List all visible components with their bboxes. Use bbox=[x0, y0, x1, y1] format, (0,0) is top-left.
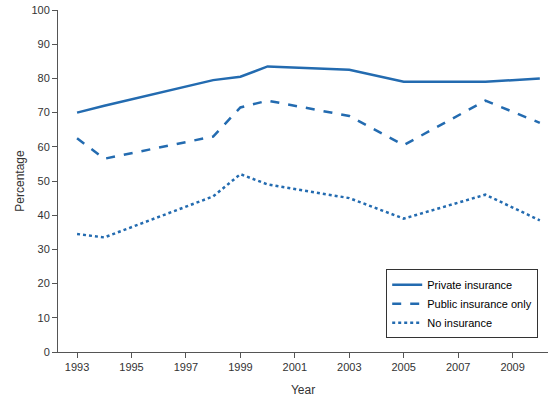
svg-text:No insurance: No insurance bbox=[427, 317, 492, 329]
svg-text:Public insurance only: Public insurance only bbox=[427, 298, 531, 310]
svg-text:100: 100 bbox=[31, 4, 49, 16]
svg-text:30: 30 bbox=[38, 243, 50, 255]
svg-text:2007: 2007 bbox=[446, 361, 470, 373]
svg-text:90: 90 bbox=[38, 38, 50, 50]
svg-text:60: 60 bbox=[38, 141, 50, 153]
svg-text:40: 40 bbox=[38, 209, 50, 221]
svg-text:20: 20 bbox=[38, 277, 50, 289]
svg-text:1993: 1993 bbox=[65, 361, 89, 373]
svg-text:2005: 2005 bbox=[391, 361, 415, 373]
svg-text:2009: 2009 bbox=[500, 361, 524, 373]
svg-text:1999: 1999 bbox=[228, 361, 252, 373]
svg-text:70: 70 bbox=[38, 106, 50, 118]
svg-text:Year: Year bbox=[291, 383, 315, 397]
svg-text:1997: 1997 bbox=[174, 361, 198, 373]
svg-text:0: 0 bbox=[44, 346, 50, 358]
svg-text:80: 80 bbox=[38, 72, 50, 84]
svg-text:2003: 2003 bbox=[337, 361, 361, 373]
svg-text:Percentage: Percentage bbox=[13, 150, 27, 212]
svg-text:Private insurance: Private insurance bbox=[427, 279, 512, 291]
svg-text:2001: 2001 bbox=[283, 361, 307, 373]
svg-text:50: 50 bbox=[38, 175, 50, 187]
svg-text:10: 10 bbox=[38, 312, 50, 324]
svg-text:1995: 1995 bbox=[119, 361, 143, 373]
